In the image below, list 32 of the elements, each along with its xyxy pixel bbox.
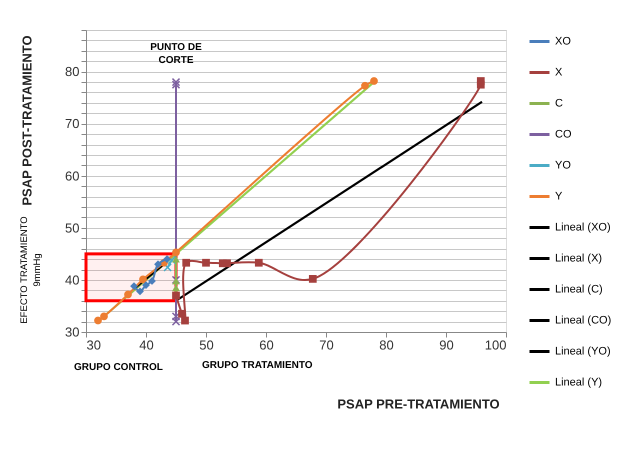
x-tick-label: 60 xyxy=(259,338,274,352)
text: EFECTO TRATAMIENTO 9mmHg xyxy=(19,216,43,324)
y-tick-label: 60 xyxy=(65,168,80,184)
legend-label: XO xyxy=(555,36,572,48)
x-tick-label: 90 xyxy=(439,338,454,352)
legend-label: Lineal (XO) xyxy=(555,222,611,234)
legend-label: X xyxy=(555,66,563,78)
x-tick-label: 80 xyxy=(379,338,394,352)
y-axis-title: PSAP POST-TRATAMIENTO xyxy=(20,35,34,206)
x-tick-label: 70 xyxy=(319,338,334,352)
text: GRUPO CONTROL xyxy=(74,362,163,373)
legend-label: C xyxy=(555,98,563,110)
y-tick-label: 50 xyxy=(65,220,80,236)
x-tick-label: 40 xyxy=(139,338,154,352)
text: GRUPO TRATAMIENTO xyxy=(202,360,313,371)
legend-label: Y xyxy=(555,190,563,202)
legend-label: Lineal (X) xyxy=(555,252,602,264)
x-axis-title: PSAP PRE-TRATAMIENTO xyxy=(337,396,500,412)
legend-label: YO xyxy=(555,160,572,172)
legend-label: Lineal (YO) xyxy=(555,346,611,358)
y-tick-label: 30 xyxy=(65,324,80,340)
y-tick-label: 40 xyxy=(65,272,80,288)
legend-label: Lineal (Y) xyxy=(555,376,602,388)
legend-label: CO xyxy=(555,128,572,140)
x-tick-label: 100 xyxy=(484,338,506,352)
legend-label: Lineal (CO) xyxy=(555,314,612,326)
y-tick-label: 70 xyxy=(65,116,80,132)
x-tick-label: 50 xyxy=(199,338,214,352)
legend-label: Lineal (C) xyxy=(555,284,603,296)
y-tick-label: 80 xyxy=(65,64,80,80)
annotation: PUNTO DE CORTE xyxy=(150,42,202,66)
x-tick-label: 30 xyxy=(86,338,101,352)
